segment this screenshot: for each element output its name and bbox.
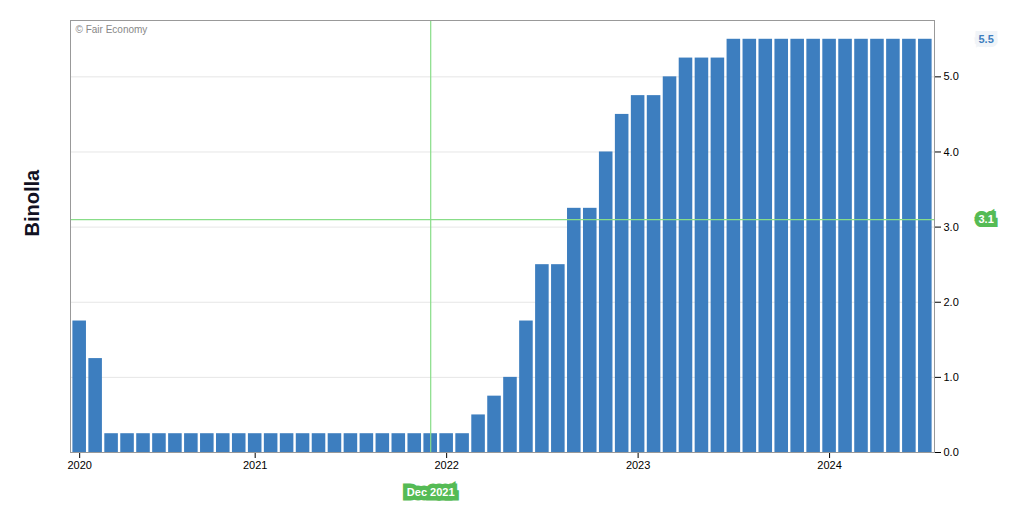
svg-text:0.0: 0.0 [944, 446, 959, 458]
svg-text:2022: 2022 [434, 459, 458, 471]
svg-text:© Fair Economy: © Fair Economy [76, 24, 148, 35]
svg-text:5.0: 5.0 [944, 70, 959, 82]
svg-text:2.0: 2.0 [944, 296, 959, 308]
svg-text:4.0: 4.0 [944, 145, 959, 157]
svg-text:2020: 2020 [67, 459, 91, 471]
svg-text:Dec 2021: Dec 2021 [407, 486, 455, 498]
svg-text:5.5: 5.5 [979, 33, 994, 45]
svg-text:3.1: 3.1 [979, 213, 994, 225]
svg-text:3.0: 3.0 [944, 221, 959, 233]
svg-text:2023: 2023 [626, 459, 650, 471]
svg-text:1.0: 1.0 [944, 371, 959, 383]
svg-text:Binolla: Binolla [21, 169, 43, 237]
svg-text:2024: 2024 [817, 459, 841, 471]
svg-text:2021: 2021 [243, 459, 267, 471]
